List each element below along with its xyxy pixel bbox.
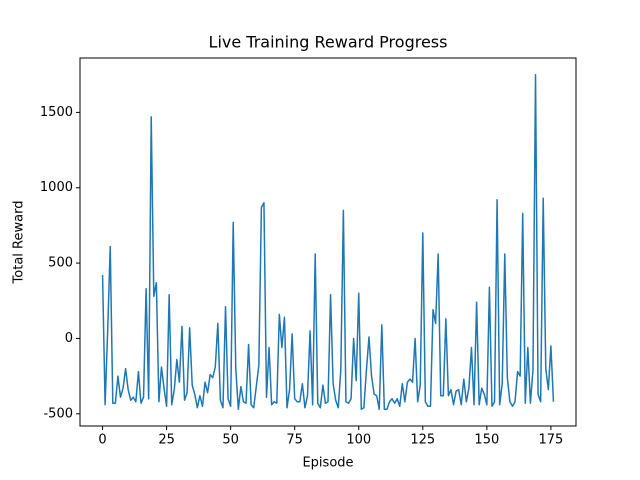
y-axis-label: Total Reward	[12, 201, 27, 285]
y-tick-label: 0	[65, 331, 73, 346]
x-tick-label: 50	[222, 433, 239, 448]
chart-title: Live Training Reward Progress	[209, 33, 448, 52]
x-tick-label: 100	[346, 433, 371, 448]
y-tick-label: 1500	[40, 105, 73, 120]
plot-frame	[79, 57, 577, 427]
x-tick-label: 25	[158, 433, 175, 448]
x-tick-label: 150	[474, 433, 499, 448]
line-series	[101, 73, 555, 411]
x-axis-label: Episode	[302, 456, 353, 471]
x-tick-label: 125	[410, 433, 435, 448]
x-tick-label: 75	[286, 433, 303, 448]
y-tick-label: -500	[43, 406, 73, 421]
y-tick-label: 1000	[40, 180, 73, 195]
y-tick-label: 500	[48, 256, 73, 271]
x-tick-label: 175	[538, 433, 563, 448]
x-tick-label: 0	[98, 433, 106, 448]
